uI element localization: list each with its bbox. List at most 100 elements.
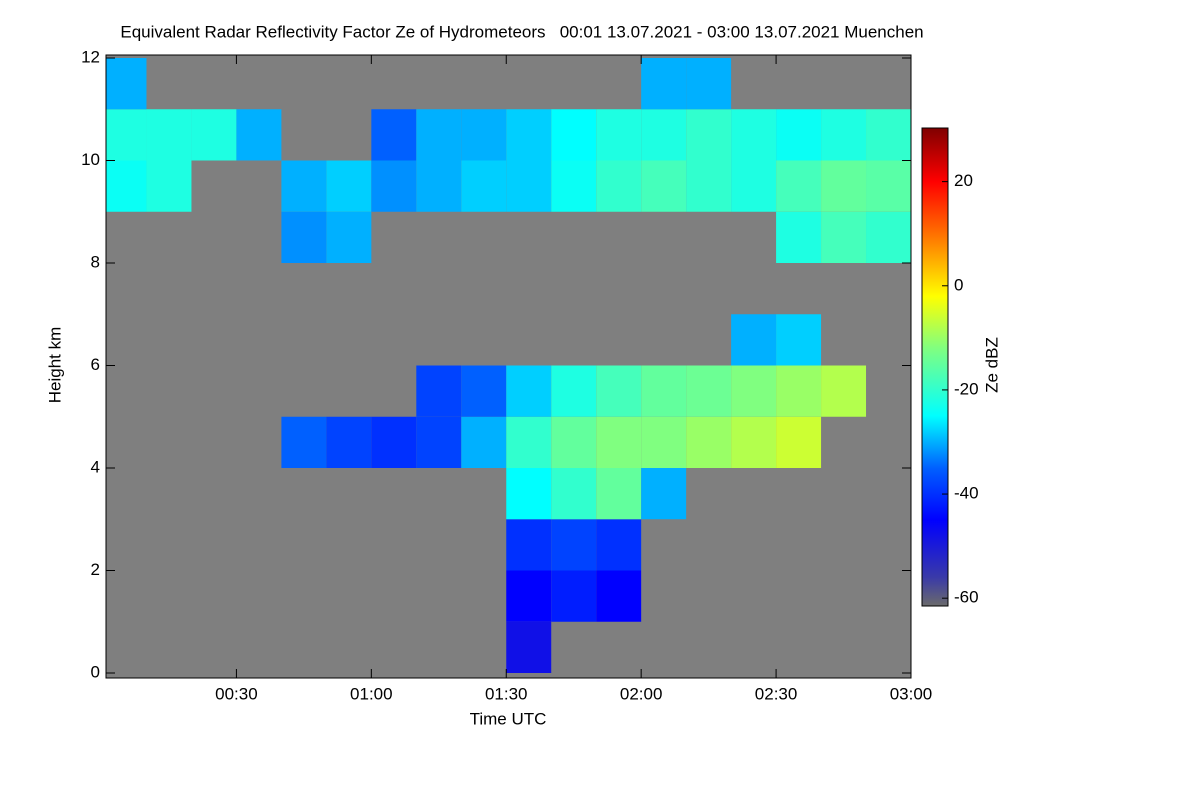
- heatmap-cell: [461, 160, 507, 212]
- heatmap-cell: [506, 570, 552, 622]
- heatmap-cell: [776, 416, 822, 468]
- heatmap-cell: [731, 314, 777, 366]
- heatmap-cell: [596, 570, 642, 622]
- colorbar-tick-label: -60: [954, 588, 979, 607]
- x-tick-label: 02:00: [620, 684, 663, 703]
- heatmap-cell: [641, 160, 687, 212]
- y-tick-label: 2: [91, 560, 100, 579]
- y-tick-label: 10: [81, 150, 100, 169]
- heatmap-cell: [866, 109, 911, 161]
- heatmap-cell: [686, 160, 732, 212]
- x-tick-label: 03:00: [890, 684, 933, 703]
- heatmap-cell: [461, 365, 507, 417]
- heatmap-cell: [506, 365, 552, 417]
- heatmap-cell: [551, 160, 597, 212]
- heatmap-cell: [821, 211, 867, 263]
- heatmap-cell: [506, 416, 552, 468]
- heatmap-cell: [371, 416, 417, 468]
- heatmap-cell: [596, 109, 642, 161]
- heatmap-cell: [686, 416, 732, 468]
- heatmap-cell: [281, 160, 327, 212]
- heatmap-cell: [596, 160, 642, 212]
- heatmap-cell: [776, 109, 822, 161]
- heatmap-cell: [731, 365, 777, 417]
- colorbar-tick-label: -20: [954, 379, 979, 398]
- heatmap-cell: [866, 160, 911, 212]
- colorbar-label: Ze dBZ: [982, 337, 1001, 393]
- heatmap-cell: [776, 365, 822, 417]
- heatmap-cell: [146, 160, 192, 212]
- heatmap-cell: [641, 468, 687, 520]
- heatmap-cell: [821, 109, 867, 161]
- heatmap-cell: [551, 468, 597, 520]
- y-tick-label: 6: [91, 355, 100, 374]
- heatmap-cell: [461, 109, 507, 161]
- heatmap-cell: [596, 519, 642, 571]
- heatmap-cell: [596, 365, 642, 417]
- heatmap-cell: [866, 211, 911, 263]
- heatmap-cell: [731, 160, 777, 212]
- heatmap-cell: [506, 519, 552, 571]
- heatmap-cell: [551, 519, 597, 571]
- y-tick-label: 0: [91, 662, 100, 681]
- heatmap-cell: [506, 468, 552, 520]
- heatmap-cell: [106, 58, 147, 110]
- heatmap-cell: [731, 109, 777, 161]
- x-tick-label: 00:30: [215, 684, 258, 703]
- heatmap-cell: [461, 416, 507, 468]
- y-tick-label: 12: [81, 47, 100, 66]
- heatmap-cell: [686, 58, 732, 110]
- x-tick-label: 01:30: [485, 684, 528, 703]
- colorbar-tick-label: -40: [954, 484, 979, 503]
- heatmap-cell: [326, 416, 372, 468]
- heatmap-cell: [596, 416, 642, 468]
- heatmap-cell: [371, 109, 417, 161]
- y-tick-label: 8: [91, 252, 100, 271]
- heatmap-cell: [776, 211, 822, 263]
- heatmap-cell: [686, 109, 732, 161]
- x-tick-label: 02:30: [755, 684, 798, 703]
- heatmap-cell: [281, 416, 327, 468]
- heatmap-cell: [106, 160, 147, 212]
- heatmap-cell: [506, 621, 552, 673]
- heatmap-cell: [416, 416, 462, 468]
- colorbar-tick-label: 0: [954, 275, 963, 294]
- y-axis-label: Height km: [45, 327, 64, 404]
- chart-title: Equivalent Radar Reflectivity Factor Ze …: [120, 22, 923, 41]
- heatmap-cell: [641, 58, 687, 110]
- colorbar-tick-label: 20: [954, 171, 973, 190]
- heatmap-cell: [416, 365, 462, 417]
- x-tick-label: 01:00: [350, 684, 393, 703]
- heatmap-cell: [551, 109, 597, 161]
- heatmap-cell: [326, 211, 372, 263]
- heatmap-cell: [551, 365, 597, 417]
- heatmap-cell: [641, 365, 687, 417]
- heatmap-cell: [551, 570, 597, 622]
- heatmap-cell: [776, 314, 822, 366]
- heatmap-cell: [506, 109, 552, 161]
- heatmap-cell: [641, 416, 687, 468]
- heatmap-cell: [506, 160, 552, 212]
- heatmap-cell: [326, 160, 372, 212]
- heatmap-cell: [281, 211, 327, 263]
- x-axis-label: Time UTC: [470, 709, 547, 728]
- heatmap-cell: [596, 468, 642, 520]
- heatmap-cell: [551, 416, 597, 468]
- heatmap-cell: [146, 109, 192, 161]
- heatmap-cell: [416, 109, 462, 161]
- heatmap-cell: [821, 160, 867, 212]
- y-tick-label: 4: [91, 457, 100, 476]
- colorbar: [921, 127, 949, 607]
- heatmap-cell: [191, 109, 237, 161]
- heatmap-cell: [416, 160, 462, 212]
- heatmap-cell: [371, 160, 417, 212]
- heatmap-cell: [106, 109, 147, 161]
- heatmap-cell: [731, 416, 777, 468]
- heatmap-cell: [236, 109, 282, 161]
- heatmap-cell: [686, 365, 732, 417]
- heatmap-cell: [776, 160, 822, 212]
- heatmap-cell: [641, 109, 687, 161]
- heatmap-cell: [821, 365, 867, 417]
- plot-frame: [105, 54, 912, 679]
